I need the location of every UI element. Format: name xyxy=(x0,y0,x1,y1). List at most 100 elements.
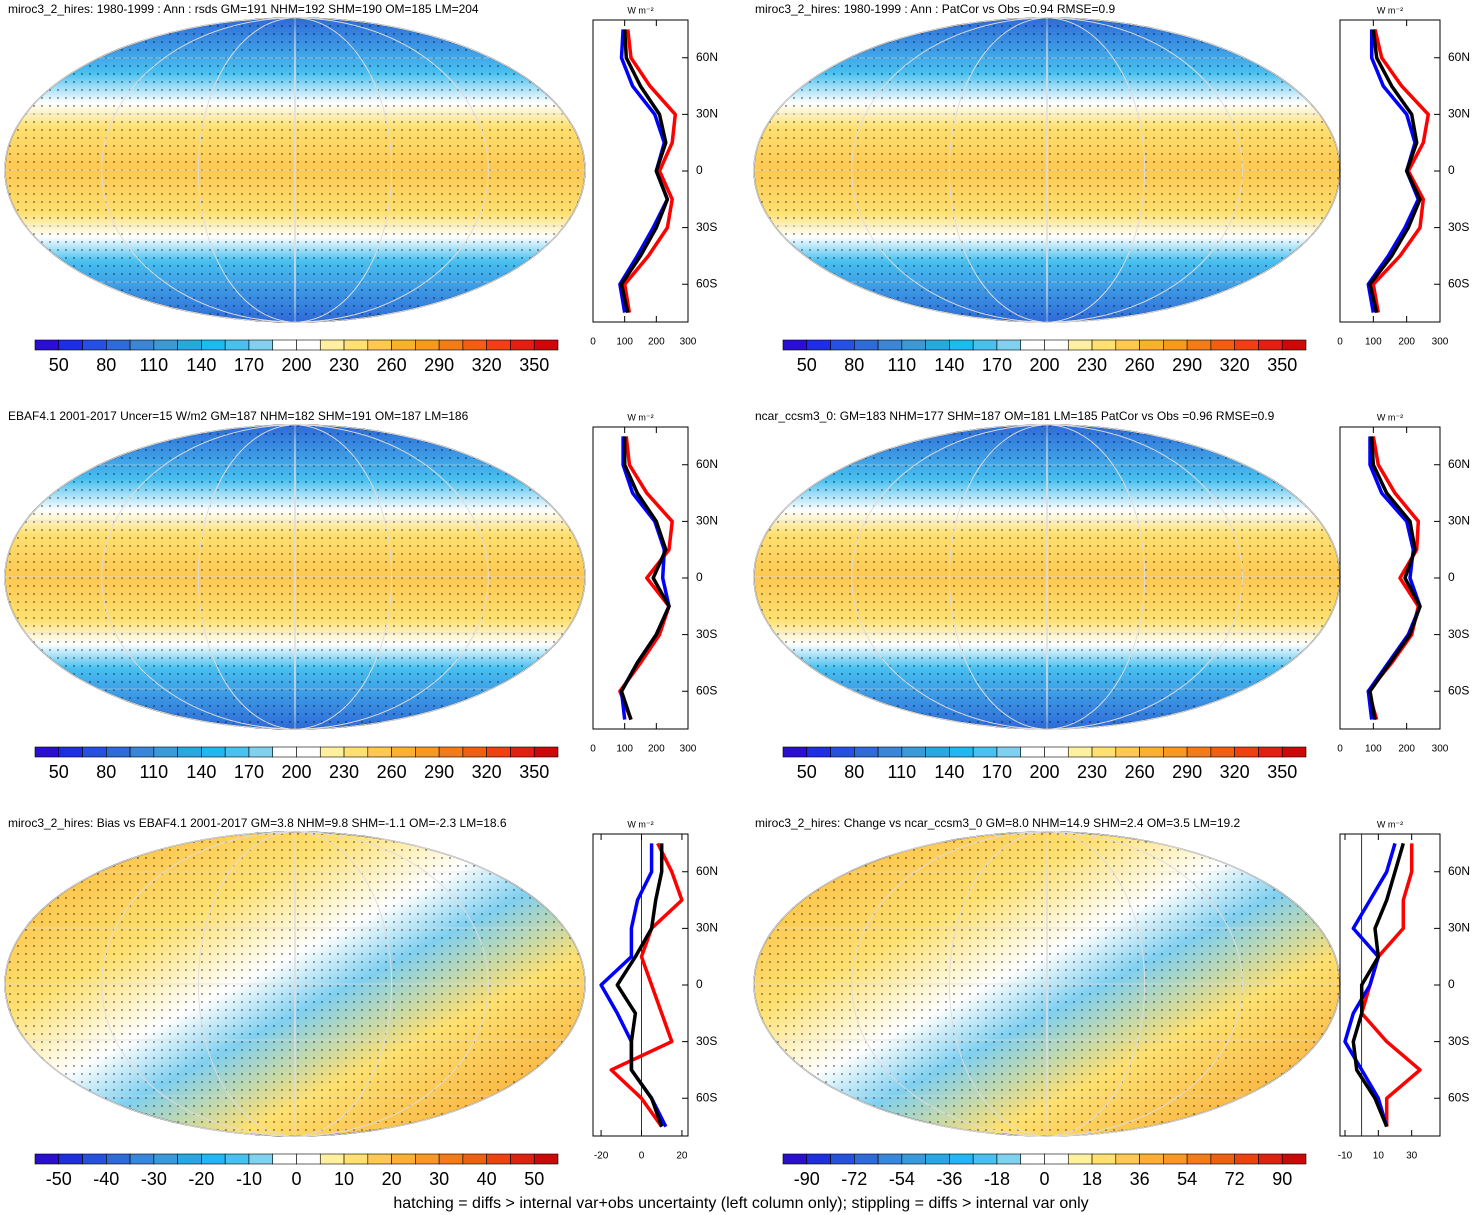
plot-frame xyxy=(1339,833,1441,1137)
colorbar-label: 140 xyxy=(934,762,964,782)
x-tick-label: 100 xyxy=(1365,744,1382,755)
colorbar-label: 10 xyxy=(334,1169,354,1189)
colorbar-box xyxy=(153,1153,178,1165)
colorbar-label: 80 xyxy=(844,762,864,782)
colorbar-box xyxy=(106,339,131,351)
colorbar-label: 350 xyxy=(1267,762,1297,782)
colorbar-box xyxy=(854,1153,879,1165)
plot-frame xyxy=(592,19,689,323)
y-tick-label: 60S xyxy=(696,683,717,697)
colorbar-box xyxy=(996,1153,1022,1165)
colorbar-box xyxy=(367,1153,392,1165)
colorbar-box xyxy=(1020,1153,1045,1165)
colorbar-box xyxy=(1281,339,1307,351)
x-tick-label: 0 xyxy=(1337,744,1343,755)
y-tick-label: 0 xyxy=(696,163,703,177)
colorbar-label: 290 xyxy=(424,355,454,375)
colorbar-label: 140 xyxy=(934,355,964,375)
colorbar-label: 30 xyxy=(429,1169,449,1189)
colorbar-box xyxy=(972,1153,998,1165)
colorbar-box xyxy=(319,1153,345,1165)
colorbar-box xyxy=(925,1153,950,1165)
y-tick-label: 60S xyxy=(696,1090,717,1104)
colorbar-box xyxy=(830,339,855,351)
colorbar-box xyxy=(177,1153,202,1165)
colorbar-label: 200 xyxy=(281,762,311,782)
colorbar-label: 80 xyxy=(96,355,116,375)
colorbar-label: 260 xyxy=(1125,355,1155,375)
caption: hatching = diffs > internal var+obs unce… xyxy=(393,1195,1088,1212)
colorbar-label: 18 xyxy=(1082,1169,1102,1189)
y-tick-label: 0 xyxy=(1448,163,1455,177)
colorbar-box xyxy=(925,746,950,758)
plot-frame xyxy=(592,426,689,730)
colorbar-box xyxy=(319,746,345,758)
colorbar-box xyxy=(1281,1153,1307,1165)
colorbar-box xyxy=(272,1153,297,1165)
colorbar-label: 80 xyxy=(96,762,116,782)
panel-title: miroc3_2_hires: Change vs ncar_ccsm3_0 G… xyxy=(755,816,1241,830)
zonal-mean-line xyxy=(1343,842,1397,1128)
colorbar-box xyxy=(272,339,297,351)
y-tick-label: 60S xyxy=(1448,276,1469,290)
colorbar-box xyxy=(177,746,202,758)
colorbar-box xyxy=(949,1153,974,1165)
colorbar-box xyxy=(830,746,855,758)
y-tick-label: 0 xyxy=(696,570,703,584)
zonal-mean-line xyxy=(1368,29,1422,314)
colorbar-box xyxy=(1115,746,1140,758)
colorbar-label: 170 xyxy=(982,762,1012,782)
x-tick-label: 300 xyxy=(1432,744,1449,755)
x-tick-label: 0 xyxy=(590,744,596,755)
y-tick-label: 60S xyxy=(696,276,717,290)
y-tick-label: 30S xyxy=(696,1034,717,1048)
colorbar-box xyxy=(782,339,808,351)
colorbar-box xyxy=(533,746,559,758)
colorbar-label: 110 xyxy=(140,355,169,375)
y-tick-label: 60N xyxy=(1448,457,1470,471)
colorbar-box xyxy=(1186,339,1212,351)
colorbar-box xyxy=(367,339,392,351)
colorbar-label: 80 xyxy=(844,355,864,375)
colorbar-box xyxy=(58,1153,83,1165)
colorbar-box xyxy=(58,339,83,351)
x-tick-label: 300 xyxy=(1432,337,1449,348)
colorbar-box xyxy=(201,339,226,351)
zonal-mean-line xyxy=(615,843,664,1128)
colorbar-box xyxy=(153,746,178,758)
colorbar-box xyxy=(462,746,487,758)
x-tick-label: 0 xyxy=(590,337,596,348)
colorbar-box xyxy=(972,339,998,351)
colorbar-box xyxy=(1067,746,1093,758)
colorbar-box xyxy=(296,339,321,351)
colorbar-box xyxy=(343,339,369,351)
y-tick-label: 30S xyxy=(1448,627,1469,641)
colorbar-box xyxy=(248,1153,274,1165)
colorbar-box xyxy=(367,746,392,758)
colorbar-box xyxy=(224,1153,250,1165)
colorbar-box xyxy=(1186,1153,1212,1165)
colorbar-box xyxy=(343,1153,369,1165)
units: W m⁻² xyxy=(1377,5,1403,15)
meridian xyxy=(4,831,586,1137)
x-tick-label: 300 xyxy=(680,744,697,755)
colorbar-label: 0 xyxy=(1039,1169,1049,1189)
colorbar-box xyxy=(996,746,1022,758)
colorbar-box xyxy=(901,339,926,351)
panel-title: miroc3_2_hires: 1980-1999 : Ann : rsds G… xyxy=(8,2,479,16)
colorbar-box xyxy=(438,746,464,758)
colorbar-box xyxy=(319,339,345,351)
zonal-mean-line xyxy=(1368,436,1422,720)
colorbar-box xyxy=(34,1153,60,1165)
y-tick-label: 60S xyxy=(1448,683,1469,697)
colorbar-box xyxy=(877,339,903,351)
colorbar-label: -54 xyxy=(889,1169,915,1189)
colorbar-label: 230 xyxy=(1077,762,1107,782)
y-tick-label: 30N xyxy=(1448,921,1470,935)
colorbar-label: -10 xyxy=(236,1169,262,1189)
x-tick-label: 10 xyxy=(1373,1151,1385,1162)
colorbar-box xyxy=(1163,746,1188,758)
colorbar-box xyxy=(58,746,83,758)
colorbar-box xyxy=(877,1153,903,1165)
colorbar-box xyxy=(1186,746,1212,758)
